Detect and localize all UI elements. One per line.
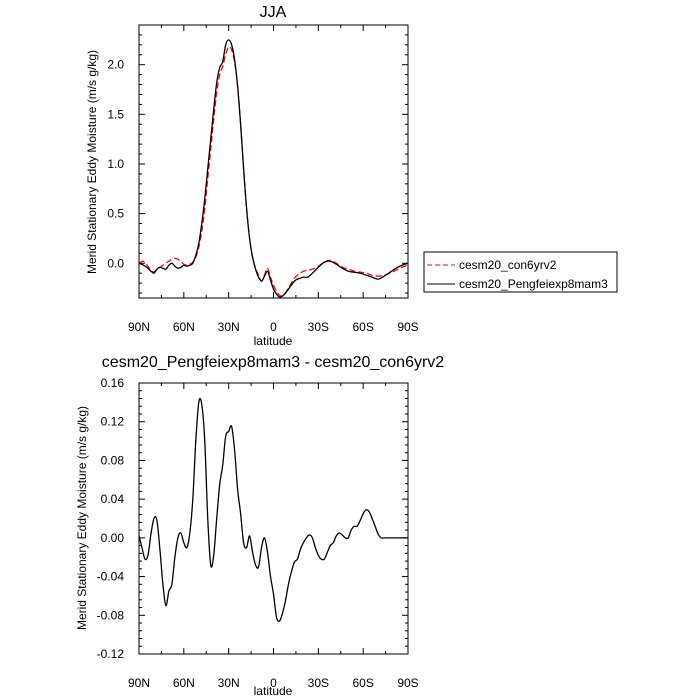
top-panel-frame	[138, 24, 409, 299]
top-panel-title: JJA	[260, 4, 287, 21]
top-y-tick-label: 0.0	[107, 256, 124, 270]
legend-label-series-1: cesm20_con6yrv2	[459, 258, 557, 272]
bottom-panel-title: cesm20_Pengfeiexp8mam3 - cesm20_con6yrv2	[102, 354, 445, 371]
bottom-x-tick-label: 0	[270, 676, 277, 690]
top-series-line-1	[138, 45, 409, 297]
top-panel-plot-area	[138, 39, 409, 298]
top-x-tick-label: 60N	[173, 320, 195, 334]
top-x-tick-label: 30S	[308, 320, 329, 334]
bottom-x-tick-label: 90N	[128, 676, 150, 690]
top-x-tick-label: 0	[270, 320, 277, 334]
top-x-tick-label: 30N	[218, 320, 240, 334]
bottom-y-tick-label: 0.16	[101, 376, 125, 390]
bottom-y-tick-label: 0.12	[101, 415, 125, 429]
bottom-panel-plot-area	[138, 397, 408, 623]
bottom-x-tick-label: 30S	[308, 676, 329, 690]
bottom-series-line-1	[138, 397, 408, 623]
bottom-panel-ticks: 90N 60N 30N 0 30S 60S 90S -0.12 -0.08 -0.04 0.00 0.…	[97, 376, 419, 690]
bottom-panel-x-axis-label: latitude	[254, 684, 293, 698]
bottom-y-tick-label: -0.12	[97, 647, 125, 661]
top-x-tick-label: 60S	[352, 320, 373, 334]
top-x-tick-label: 90N	[128, 320, 150, 334]
bottom-y-tick-label: -0.08	[97, 608, 125, 622]
bottom-x-tick-label: 90S	[397, 676, 418, 690]
legend-box	[423, 251, 618, 293]
bottom-panel-frame	[138, 382, 409, 655]
bottom-y-tick-label: 0.08	[101, 453, 125, 467]
bottom-y-tick-label: -0.04	[97, 570, 125, 584]
top-panel-y-axis-label: Merid Stationary Eddy Moisture (m/s g/kg…	[85, 50, 99, 274]
bottom-x-tick-label: 60N	[173, 676, 195, 690]
bottom-x-tick-label: 30N	[218, 676, 240, 690]
top-x-tick-label: 90S	[397, 320, 418, 334]
top-y-tick-label: 0.5	[107, 207, 124, 221]
top-panel-ticks: 90N 60N 30N 0 30S 60S 90S 0.0 0.5 1.0 1.5 2.0	[107, 24, 419, 334]
bottom-panel-y-axis-label: Merid Stationary Eddy Moisture (m/s g/kg…	[75, 406, 89, 630]
top-panel-x-axis-label: latitude	[254, 334, 293, 348]
top-panel: JJA 90N 60N 30N 0 30S 60S 90S 0.0 0.5 1.0 1.5 2.0 l…	[85, 4, 419, 348]
bottom-y-tick-label: 0.00	[101, 531, 125, 545]
top-y-tick-label: 1.5	[107, 107, 124, 121]
legend: cesm20_con6yrv2 cesm20_Pengfeiexp8mam3	[423, 251, 618, 293]
top-y-tick-label: 2.0	[107, 58, 124, 72]
top-y-tick-label: 1.0	[107, 157, 124, 171]
bottom-panel: cesm20_Pengfeiexp8mam3 - cesm20_con6yrv2…	[75, 354, 444, 698]
top-series-line-2	[138, 39, 409, 298]
legend-label-series-2: cesm20_Pengfeiexp8mam3	[459, 277, 608, 291]
bottom-y-tick-label: 0.04	[101, 492, 125, 506]
bottom-x-tick-label: 60S	[352, 676, 373, 690]
